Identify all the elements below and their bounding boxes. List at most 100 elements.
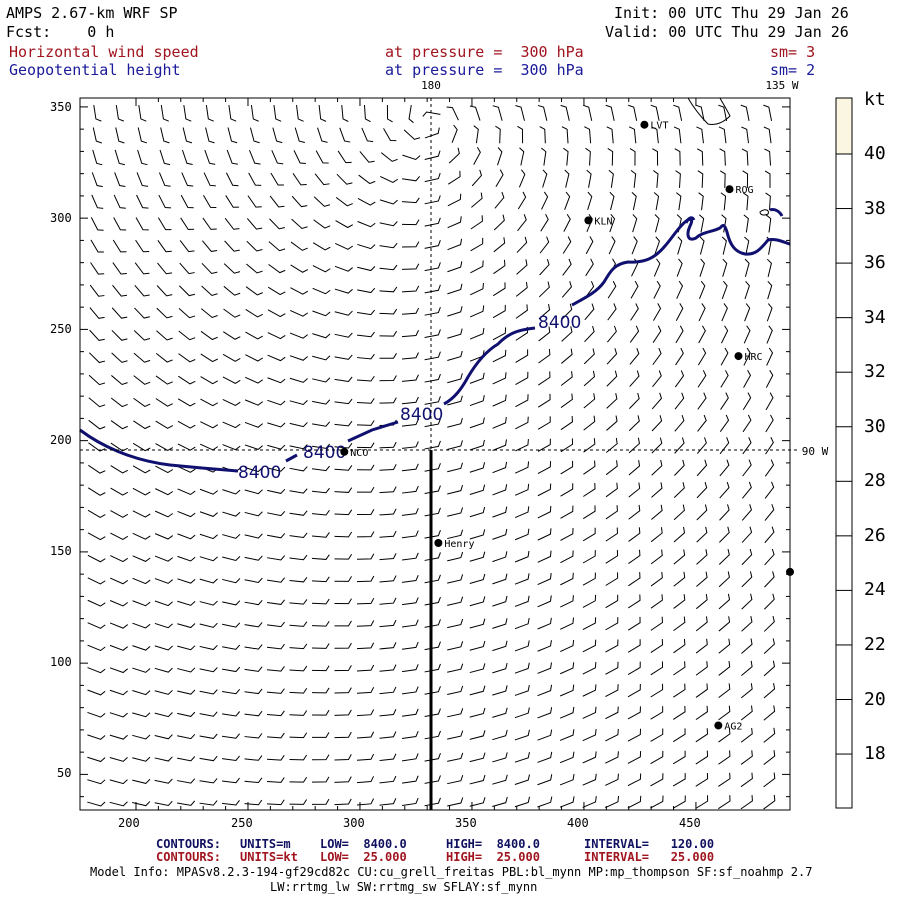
wind-barb [763,593,775,610]
wind-barb [178,308,196,319]
station-label: AG2 [724,721,742,732]
wind-barb [492,707,508,718]
wind-barb [154,533,174,540]
wind-barb [721,325,729,344]
wind-barb [469,395,485,407]
wind-barb [267,332,286,340]
wind-barb [718,750,731,765]
wind-barb [334,509,353,516]
wind-barb [515,394,529,408]
wind-barb [268,263,286,274]
wind-barb [244,577,263,583]
wind-barb [765,414,774,433]
wind-barb [560,415,573,431]
wind-barb [493,259,506,275]
wind-barb [674,392,685,410]
wind-barb [492,528,508,540]
wind-barb [311,510,330,516]
wind-barb [155,420,174,429]
colorbar-label: 34 [864,306,886,328]
wind-barb [160,127,170,144]
wind-barb [222,376,241,384]
wind-barb [424,529,441,539]
wind-barb [519,147,525,166]
wind-barb [87,779,106,785]
wind-barb [205,105,214,122]
wind-barb [424,775,441,784]
wind-barb [538,326,551,342]
wind-barb [356,531,375,538]
wind-barb [606,393,618,409]
wind-barb [88,397,106,408]
wind-barb [132,801,151,807]
wind-barb [402,175,421,182]
wind-barb [631,258,639,277]
wind-barb [650,549,663,565]
wind-barb [742,192,749,211]
wind-barb [223,308,241,318]
wind-barb [182,127,193,144]
wind-barb [740,104,750,121]
wind-barb [627,639,641,653]
wind-barb [154,756,173,762]
wind-barb [424,329,441,338]
wind-barb [560,104,570,121]
wind-barb [744,303,751,322]
axis-ticks [80,98,790,810]
wind-barb [156,330,173,341]
wind-barb [87,599,106,607]
wind-barb [200,376,219,385]
wind-barb [628,504,641,520]
wind-barb [401,463,419,472]
wind-barb [559,729,575,741]
wind-barb [719,148,726,166]
wind-barb [469,573,486,584]
wind-barb [493,237,506,253]
wind-barb [740,683,753,699]
wind-barb [469,730,486,740]
wind-barb [492,105,503,121]
wind-barb [401,485,419,494]
wind-barb [289,422,308,428]
wind-barb [470,282,484,296]
wind-barb [266,710,285,717]
wind-barb [605,795,620,809]
wind-barb [379,775,397,784]
wind-barb [222,600,241,606]
wind-barb [266,799,285,806]
wind-barb [630,280,639,299]
wind-barb [741,126,749,144]
wind-barb [156,285,173,297]
contour2-label: CONTOURS: [156,850,222,864]
wind-barb [764,148,772,166]
wind-barb [199,755,218,762]
wind-barb [341,104,349,122]
station-marker [714,721,723,730]
wind-barb [582,572,596,586]
wind-barb [492,685,508,696]
wind-barb [469,506,486,518]
wind-barb [763,772,776,788]
wind-barb [87,622,106,629]
wind-barb [605,460,618,476]
wind-barb [222,399,241,407]
wind-barb [291,195,308,208]
wind-barb [199,644,218,651]
map-frame [79,97,791,811]
contour-label: 8400 [400,405,443,425]
wind-barb [363,104,371,123]
wind-barb [334,310,353,316]
wind-barb [584,325,595,343]
wind-barb [628,104,638,121]
wind-barb [177,600,196,606]
wind-barb [584,303,595,321]
x-tick-label: 450 [679,816,701,830]
wind-barb [699,280,706,299]
wind-barb [247,195,262,208]
wind-barb [334,288,353,294]
wind-barb [311,776,330,783]
wind-barb [605,572,619,586]
wind-barb [653,258,661,277]
wind-barb [334,687,352,694]
wind-barb [607,148,614,166]
